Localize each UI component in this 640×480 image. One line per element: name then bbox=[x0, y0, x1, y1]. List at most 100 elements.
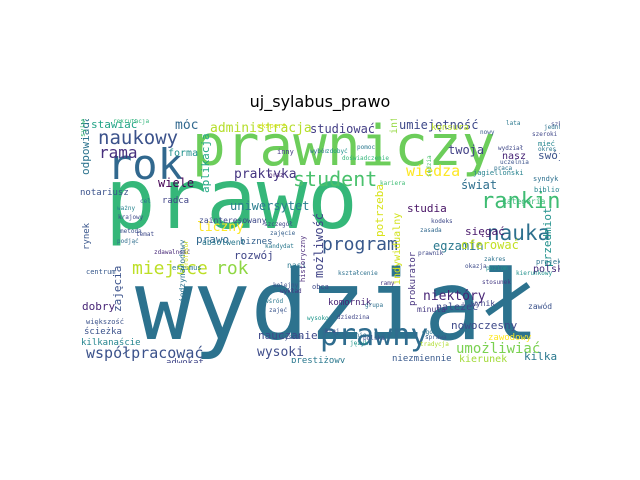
cloud-word: zdawalność bbox=[154, 249, 191, 256]
cloud-word: zajęcie bbox=[270, 230, 296, 237]
cloud-word: należeć bbox=[436, 302, 479, 313]
cloud-word: wiele bbox=[158, 176, 195, 190]
cloud-word: historyczny bbox=[299, 235, 307, 282]
cloud-word: prawny bbox=[320, 318, 429, 353]
cloud-word: profesor bbox=[183, 240, 190, 269]
cloud-word: prokurator bbox=[408, 251, 418, 306]
cloud-word: ramy bbox=[380, 280, 395, 287]
cloud-word: nasz bbox=[502, 151, 527, 162]
cloud-word: wydział bbox=[498, 145, 524, 152]
cloud-word: kategoria bbox=[502, 197, 546, 206]
cloud-word: wiedza bbox=[406, 162, 461, 180]
cloud-word: niektóry bbox=[423, 289, 486, 304]
cloud-word: okres bbox=[538, 146, 557, 153]
cloud-word: podjąć bbox=[117, 238, 139, 245]
cloud-word: ranking bbox=[481, 189, 560, 214]
cloud-word: ekspert bbox=[257, 122, 287, 130]
cloud-word: rok bbox=[216, 258, 249, 279]
cloud-word: poziom bbox=[486, 265, 508, 272]
cloud-word: aplikacja bbox=[199, 133, 212, 193]
cloud-word: dziedzina bbox=[337, 314, 370, 321]
cloud-word: kodeks bbox=[431, 218, 453, 225]
cloud-word: prawniczy bbox=[192, 119, 496, 179]
cloud-word: nauka bbox=[487, 221, 551, 245]
cloud-word: praca bbox=[494, 165, 513, 172]
cloud-word: krajowy bbox=[118, 214, 144, 221]
cloud-word: nauczanie bbox=[258, 329, 318, 342]
cloud-word: kilkanaście bbox=[81, 338, 141, 348]
cloud-word: rama bbox=[99, 143, 138, 162]
cloud-word: wśród bbox=[265, 298, 284, 305]
cloud-word: cel bbox=[140, 198, 151, 205]
cloud-word: pomoc bbox=[357, 144, 376, 151]
cloud-word: rekrutacja bbox=[113, 119, 150, 125]
cloud-word: syndyk bbox=[533, 175, 559, 183]
cloud-word: kandydat bbox=[265, 243, 294, 250]
cloud-word: projekt bbox=[536, 258, 560, 266]
cloud-word: biznes bbox=[240, 237, 273, 247]
cloud-word: kolejny bbox=[273, 282, 299, 289]
cloud-word: polski bbox=[533, 264, 560, 275]
cloud-word: jagielloński bbox=[473, 169, 524, 177]
cloud-word: większość bbox=[86, 318, 124, 326]
cloud-word: nasi bbox=[287, 261, 307, 270]
cloud-word: praktyka bbox=[234, 167, 297, 182]
cloud-word: wysoko bbox=[307, 315, 329, 322]
cloud-word: studiować bbox=[310, 122, 376, 136]
cloud-word: ważny bbox=[117, 205, 136, 212]
cloud-word: stawiać bbox=[91, 119, 138, 131]
cloud-word: szczegół bbox=[264, 221, 293, 228]
cloud-word: metoda bbox=[120, 228, 142, 235]
cloud-word: inny bbox=[277, 148, 294, 156]
cloud-word: zainteresowany bbox=[199, 216, 267, 225]
cloud-word: absolwent bbox=[202, 238, 246, 247]
cloud-word: wysoki bbox=[257, 345, 304, 360]
cloud-word: erasmus bbox=[172, 264, 202, 272]
cloud-word: niezmiennie bbox=[392, 354, 452, 364]
cloud-word: prawo bbox=[105, 150, 358, 248]
cloud-word: okazja bbox=[465, 263, 487, 270]
cloud-word: nowy bbox=[480, 129, 495, 136]
cloud-word: zasada bbox=[420, 227, 442, 234]
cloud-word: umożliwiać bbox=[456, 341, 541, 357]
cloud-word: sędzia bbox=[426, 155, 433, 177]
cloud-word: konsura bbox=[431, 123, 469, 133]
cloud-word: naukowy bbox=[98, 127, 179, 149]
cloud-word: indywidualny bbox=[392, 212, 403, 285]
cloud-word: komornik bbox=[328, 298, 372, 308]
cloud-word: potrzeba bbox=[373, 184, 386, 237]
cloud-word: jednostka bbox=[544, 124, 560, 131]
cloud-word: polska bbox=[363, 335, 385, 342]
cloud-word: liczny bbox=[197, 220, 244, 235]
cloud-word: współpracować bbox=[86, 344, 204, 362]
cloud-word: obca bbox=[312, 283, 329, 291]
cloud-word: możliwość bbox=[312, 212, 326, 278]
cloud-word: radca bbox=[162, 196, 190, 206]
cloud-word: adwokat bbox=[166, 358, 204, 364]
cloud-word: zakres bbox=[484, 256, 506, 263]
cloud-word: centrum bbox=[86, 268, 116, 276]
cloud-word: temat bbox=[136, 231, 155, 238]
cloud-word: egzamin bbox=[433, 239, 484, 253]
cloud-word: wykład bbox=[280, 288, 302, 295]
cloud-word: zawód bbox=[528, 302, 553, 311]
cloud-word: rynek bbox=[82, 222, 92, 250]
cloud-word: ścieżka bbox=[84, 327, 122, 337]
cloud-word: świat bbox=[461, 178, 498, 192]
cloud-word: oraz bbox=[269, 172, 284, 179]
cloud-word: informacja bbox=[389, 119, 400, 134]
cloud-word: twoja bbox=[448, 143, 485, 157]
cloud-word: zajęć bbox=[269, 307, 288, 314]
cloud-word: uczelnia bbox=[500, 159, 529, 166]
cloud-word: język bbox=[350, 340, 369, 347]
cloud-word: zawodowy bbox=[488, 333, 532, 343]
cloud-word: doświadczenie bbox=[342, 155, 389, 162]
cloud-word: mieć bbox=[538, 140, 555, 148]
cloud-word: szkoła bbox=[551, 121, 560, 128]
cloud-word: nowoczesny bbox=[451, 319, 518, 332]
cloud-word: sięgać bbox=[465, 225, 505, 238]
word-cloud: prawo prawniczy wydział rok prawny naukowy ran… bbox=[80, 119, 560, 363]
cloud-word: minuta bbox=[417, 305, 446, 314]
cloud-word: prawo bbox=[196, 233, 230, 246]
cloud-word: sylwetka bbox=[80, 119, 87, 137]
